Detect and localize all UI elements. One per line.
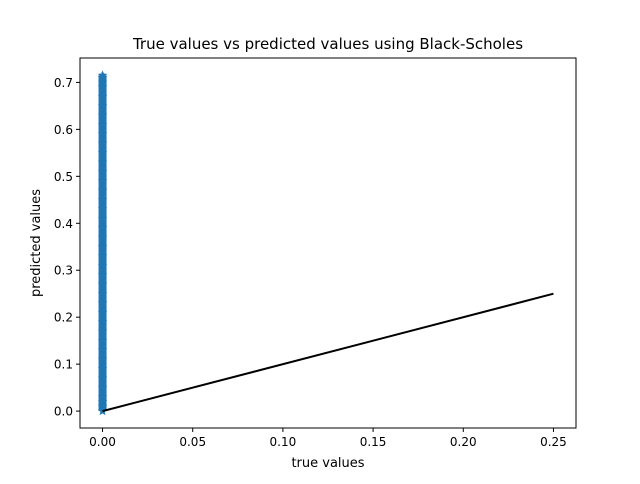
y-axis-label: predicted values: [29, 189, 44, 297]
scatter-point: [97, 157, 108, 167]
scatter-point: [97, 204, 108, 214]
x-axis: 0.00 0.05 0.10 0.15 0.20 0.25: [89, 428, 567, 449]
y-tick-label: 0.6: [54, 123, 73, 137]
scatter-point: [97, 129, 108, 139]
x-tick-label: 0.05: [179, 435, 206, 449]
scatter-point: [97, 222, 108, 233]
scatter-point: [97, 307, 108, 317]
scatter-point: [97, 269, 108, 279]
scatter-point: [97, 354, 108, 364]
data-layer: [97, 70, 554, 416]
scatter-point: [97, 194, 108, 204]
scatter-point: [97, 326, 108, 336]
x-tick-label: 0.10: [270, 435, 297, 449]
y-tick-label: 0.3: [54, 264, 73, 278]
scatter-point: [97, 213, 108, 223]
scatter-point: [97, 166, 108, 176]
y-tick-label: 0.0: [54, 405, 73, 419]
chart-title: True values vs predicted values using Bl…: [132, 35, 523, 53]
scatter-point: [97, 100, 108, 110]
scatter-point: [97, 392, 108, 402]
y-tick-label: 0.1: [54, 358, 73, 372]
y-axis: 0.0 0.1 0.2 0.3 0.4 0.5 0.6 0.7: [54, 76, 80, 419]
x-tick-label: 0.20: [450, 435, 477, 449]
y-tick-label: 0.4: [54, 217, 73, 231]
scatter-point: [97, 82, 108, 92]
scatter-point: [97, 345, 108, 355]
scatter-point: [97, 363, 108, 373]
scatter-point: [97, 241, 108, 251]
scatter-point: [97, 147, 108, 157]
scatter-point: [97, 396, 108, 406]
scatter-point: [97, 279, 108, 289]
scatter-point: [97, 70, 108, 80]
scatter-point: [97, 373, 108, 383]
y-tick-label: 0.5: [54, 170, 73, 184]
scatter-point: [97, 316, 108, 326]
scatter-point: [97, 176, 108, 186]
scatter-point: [97, 138, 108, 148]
x-tick-label: 0.15: [360, 435, 387, 449]
scatter-point: [97, 401, 108, 411]
plot-area: [80, 58, 576, 428]
scatter-point: [97, 288, 108, 298]
scatter-point: [97, 91, 108, 101]
y-tick-label: 0.7: [54, 76, 73, 90]
scatter-point: [97, 110, 108, 120]
reference-line: [102, 292, 554, 413]
scatter-point: [97, 77, 108, 87]
scatter-point: [97, 260, 108, 270]
y-tick-label: 0.2: [54, 311, 73, 325]
scatter-point: [97, 251, 108, 261]
scatter-point: [97, 185, 108, 195]
x-axis-label: true values: [291, 456, 364, 471]
scatter-point: [97, 298, 108, 308]
x-tick-label: 0.25: [540, 435, 567, 449]
x-tick-label: 0.00: [89, 435, 116, 449]
plot-frame: [79, 57, 577, 429]
scatter-point: [97, 232, 108, 242]
scatter-point: [97, 335, 108, 345]
scatter-point: [97, 119, 108, 129]
scatter-point: [97, 382, 108, 392]
